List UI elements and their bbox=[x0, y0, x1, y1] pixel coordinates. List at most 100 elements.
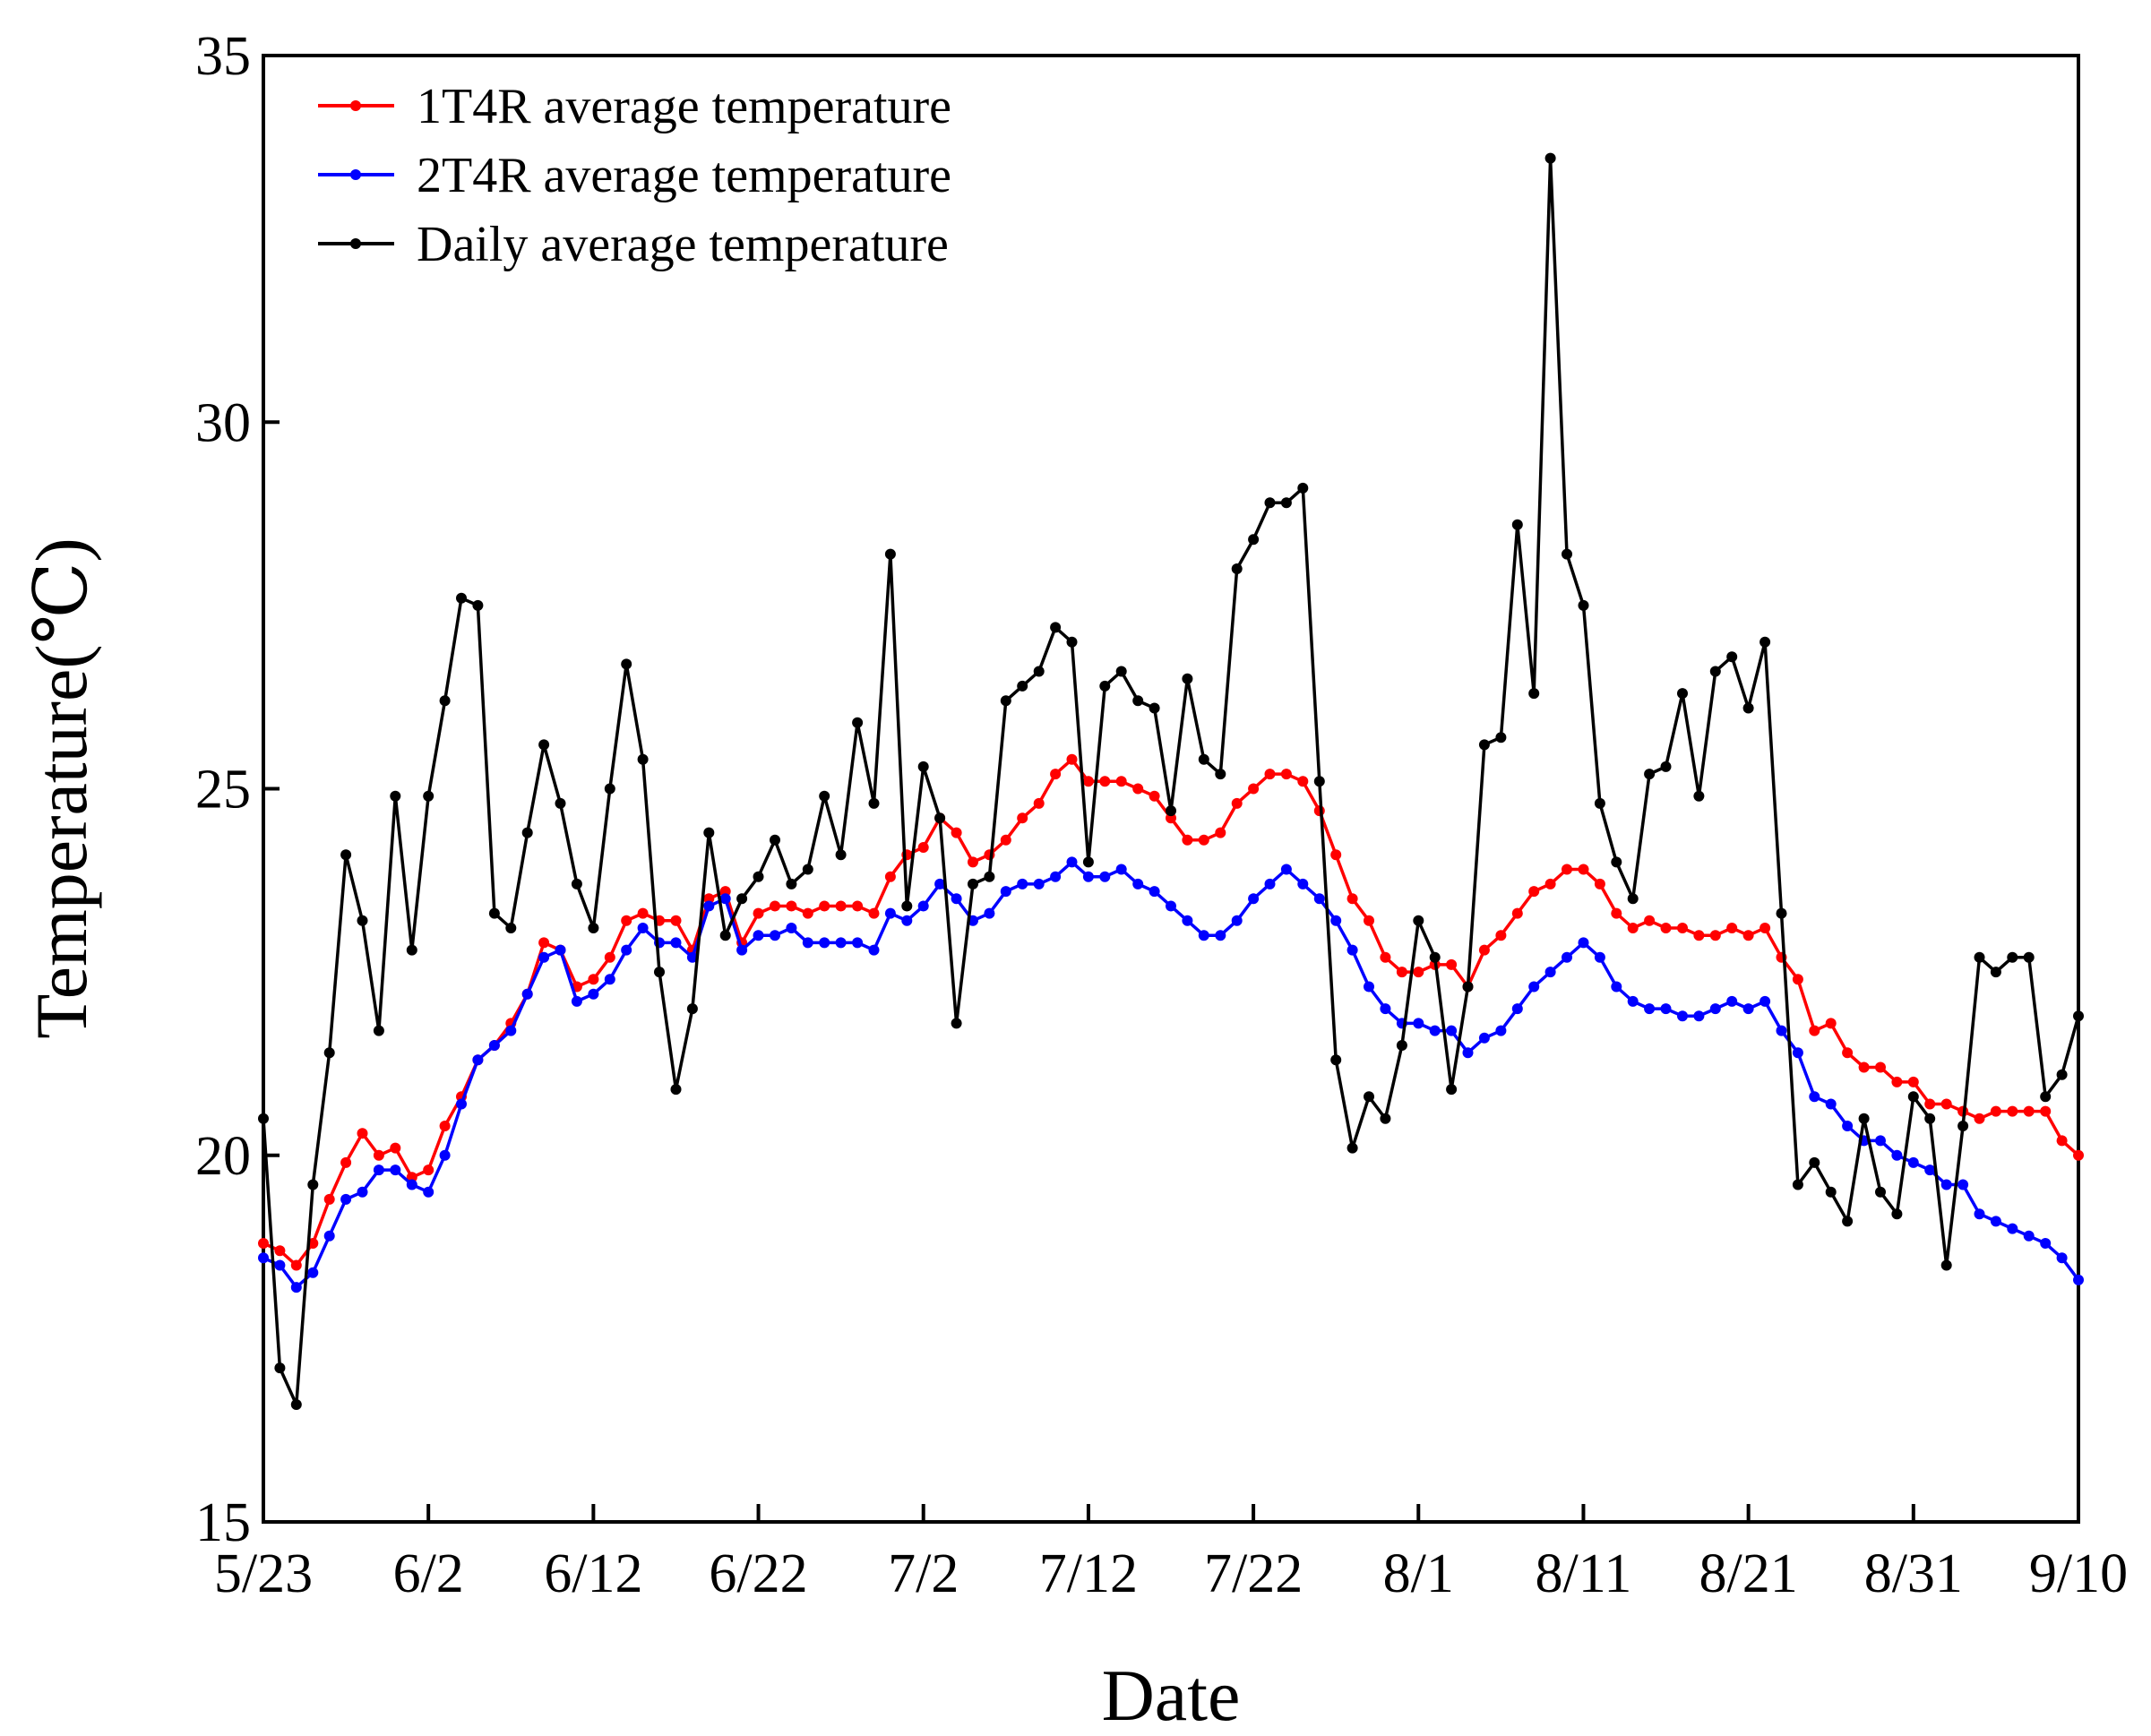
data-point bbox=[835, 849, 847, 861]
x-tick-label: 8/21 bbox=[1699, 1543, 1798, 1604]
data-point bbox=[1446, 1084, 1458, 1096]
data-point bbox=[1842, 1216, 1854, 1227]
data-point bbox=[1166, 900, 1176, 912]
data-point bbox=[1594, 878, 1605, 889]
data-point bbox=[917, 761, 929, 772]
x-tick-label: 7/2 bbox=[888, 1543, 959, 1604]
data-point bbox=[1413, 1018, 1424, 1029]
data-point bbox=[1544, 967, 1556, 978]
data-point bbox=[1660, 761, 1672, 772]
data-point bbox=[2007, 1223, 2018, 1234]
data-point bbox=[1974, 1208, 1985, 1220]
data-point bbox=[1974, 951, 1985, 963]
data-point bbox=[1132, 695, 1144, 707]
data-point bbox=[323, 1047, 335, 1059]
data-point bbox=[968, 878, 978, 889]
data-point bbox=[2023, 951, 2035, 963]
y-tick-label: 35 bbox=[195, 26, 251, 87]
data-point bbox=[1115, 864, 1127, 875]
data-point bbox=[1347, 1142, 1358, 1154]
data-point bbox=[1149, 886, 1160, 898]
data-point bbox=[1478, 1032, 1490, 1044]
data-point bbox=[951, 1018, 962, 1029]
data-point bbox=[2056, 1069, 2068, 1080]
data-point bbox=[1495, 930, 1507, 941]
x-tick-label: 6/2 bbox=[393, 1543, 464, 1604]
data-point bbox=[1544, 152, 1556, 164]
data-point bbox=[1528, 688, 1540, 700]
data-point bbox=[703, 900, 715, 912]
data-point bbox=[406, 1179, 417, 1190]
data-point bbox=[1644, 769, 1656, 780]
data-point bbox=[1347, 893, 1358, 905]
data-point bbox=[1380, 951, 1391, 963]
data-point bbox=[390, 790, 401, 802]
data-point bbox=[1957, 1121, 1969, 1131]
data-point bbox=[1594, 797, 1605, 809]
data-point bbox=[703, 893, 715, 905]
data-point bbox=[1264, 878, 1276, 889]
data-point bbox=[1562, 548, 1572, 560]
legend-item: 1T4R average temperature bbox=[318, 79, 951, 134]
data-point bbox=[1495, 732, 1507, 743]
data-point bbox=[307, 1267, 319, 1278]
data-point bbox=[1627, 995, 1639, 1007]
data-point bbox=[1760, 923, 1771, 933]
data-point bbox=[423, 1186, 435, 1198]
data-point bbox=[1248, 783, 1260, 795]
data-point bbox=[1231, 915, 1243, 926]
data-point bbox=[1182, 673, 1193, 684]
data-point bbox=[835, 900, 847, 912]
data-point bbox=[884, 871, 896, 882]
data-point bbox=[1742, 702, 1754, 714]
data-point bbox=[1280, 497, 1292, 509]
legend: 1T4R average temperature 2T4R average tem… bbox=[318, 79, 951, 272]
x-tick-label: 5/23 bbox=[214, 1543, 313, 1604]
series-3 bbox=[258, 152, 2084, 1410]
data-point bbox=[736, 944, 748, 956]
data-point bbox=[819, 900, 830, 912]
data-point bbox=[1396, 1040, 1407, 1051]
data-point bbox=[423, 790, 435, 802]
data-point bbox=[1776, 1025, 1787, 1036]
data-point bbox=[1875, 1186, 1886, 1198]
data-point bbox=[1182, 915, 1193, 926]
data-point bbox=[1660, 1003, 1672, 1015]
data-point bbox=[852, 937, 864, 949]
data-point bbox=[2073, 1010, 2084, 1022]
data-point bbox=[505, 923, 517, 933]
data-point bbox=[1924, 1164, 1936, 1176]
y-axis: 15 20 25 30 35 bbox=[195, 26, 280, 1553]
data-point bbox=[472, 599, 484, 611]
data-point bbox=[654, 967, 665, 978]
data-point bbox=[786, 900, 797, 912]
data-point bbox=[1082, 856, 1094, 868]
data-point bbox=[1825, 1186, 1837, 1198]
data-point bbox=[1330, 849, 1342, 861]
series-line bbox=[262, 758, 2080, 1268]
data-point bbox=[1198, 753, 1209, 765]
x-axis-title: Date bbox=[1102, 1654, 1241, 1736]
data-point bbox=[621, 944, 632, 956]
data-point bbox=[1693, 930, 1705, 941]
y-tick-label: 15 bbox=[195, 1492, 251, 1553]
data-point bbox=[1842, 1047, 1854, 1059]
data-point bbox=[1792, 1047, 1803, 1059]
data-point bbox=[439, 695, 451, 707]
data-point bbox=[1776, 907, 1787, 919]
data-point bbox=[2056, 1135, 2068, 1147]
data-point bbox=[1017, 878, 1028, 889]
data-point bbox=[1082, 871, 1094, 882]
data-point bbox=[571, 995, 582, 1007]
data-point bbox=[637, 907, 649, 919]
data-point bbox=[373, 1149, 384, 1161]
x-tick-label: 8/11 bbox=[1535, 1543, 1631, 1604]
data-point bbox=[770, 930, 780, 941]
data-point bbox=[488, 907, 500, 919]
data-point bbox=[1677, 923, 1688, 933]
data-point bbox=[1215, 930, 1226, 941]
data-point bbox=[2040, 1238, 2052, 1249]
x-tick-label: 8/1 bbox=[1383, 1543, 1454, 1604]
data-point bbox=[786, 878, 797, 889]
data-point bbox=[868, 944, 880, 956]
